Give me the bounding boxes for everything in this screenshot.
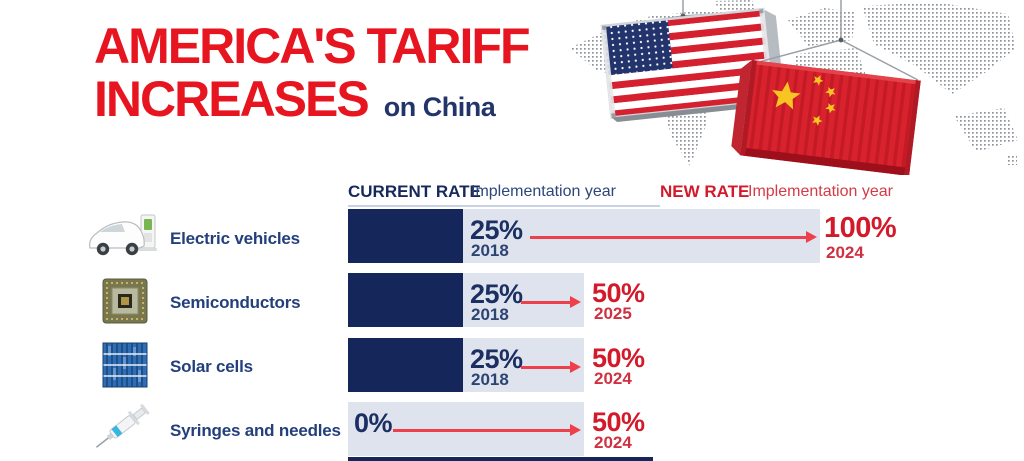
increase-arrow-icon [393,424,581,436]
current-rate-year: 2018 [471,305,509,324]
new-rate-value: 50% [592,407,645,437]
current-rate-year: 2018 [471,241,509,260]
current-rate-header: CURRENT RATE [348,182,481,201]
increase-arrow-icon [521,361,581,373]
new-rate-year: 2024 [826,243,864,262]
semiconductor-chip-icon [102,278,148,329]
new-rate-year: 2024 [594,369,632,388]
row-label: Syringes and needles [170,421,341,440]
increase-arrow-icon [521,296,581,308]
row-label: Electric vehicles [170,229,300,248]
increase-arrow-icon [530,231,817,243]
current-rate-value: 0% [354,408,393,438]
crane-hook-china-icon [838,37,844,43]
syringe-icon [92,402,154,459]
map-and-containers-scene [570,0,1018,175]
current-rate-year: 2018 [471,370,509,389]
china-flag-container-icon [731,60,921,175]
new-rate-header: NEW RATE [660,182,750,201]
row-label: Solar cells [170,357,253,376]
row-label: Semiconductors [170,293,301,312]
header-underline [348,205,660,207]
current-implementation-year-header: Implementation year [471,183,616,200]
title-suffix: on China [383,92,496,122]
new-implementation-year-header: Implementation year [748,183,893,200]
title-line1: AMERICA'S TARIFF [94,18,530,74]
new-rate-value: 100% [824,212,897,244]
crane-cable-china [754,0,919,81]
us-flag-container-icon [600,7,784,122]
current-rate-value: 25% [470,344,523,374]
next-row-bar-cutoff [348,457,653,461]
new-rate-value: 50% [592,343,645,373]
current-rate-value: 25% [470,215,523,245]
title-line2: INCREASES [94,71,370,127]
new-rate-year: 2024 [594,433,632,452]
current-rate-bar [348,273,463,327]
infographic-title: AMERICA'S TARIFF INCREASES on China [94,18,530,127]
new-rate-value: 50% [592,278,645,308]
current-rate-bar [348,209,463,263]
new-rate-year: 2025 [594,304,632,323]
current-rate-value: 25% [470,279,523,309]
current-rate-bar [348,338,463,392]
solar-panel-icon [102,342,148,393]
ev-charging-car-icon [86,211,168,268]
